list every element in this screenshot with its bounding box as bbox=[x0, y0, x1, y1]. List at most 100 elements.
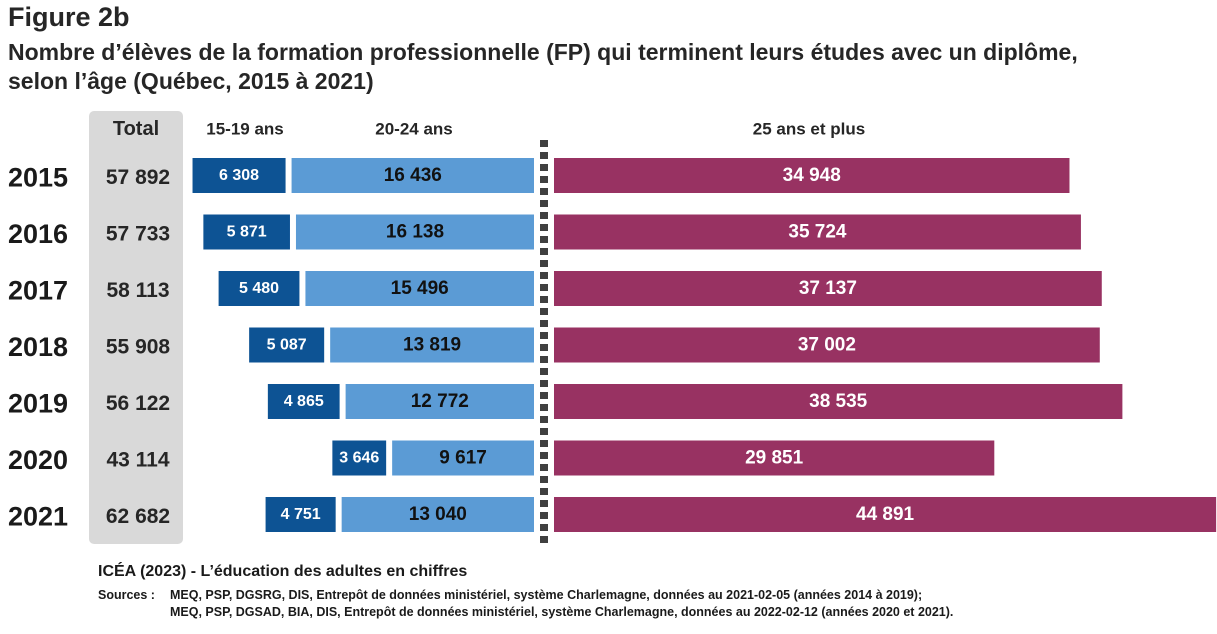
bar-15-19 bbox=[203, 214, 290, 250]
bar-20-24 bbox=[330, 327, 534, 363]
divider-dot bbox=[540, 356, 548, 363]
bar-25-plus bbox=[554, 158, 1070, 193]
divider-dot bbox=[540, 500, 548, 507]
divider-dot bbox=[540, 260, 548, 267]
divider-dot bbox=[540, 296, 548, 303]
bar-label-20-24: 16 436 bbox=[384, 165, 442, 186]
year-label: 2015 bbox=[8, 163, 68, 193]
year-label: 2016 bbox=[8, 219, 68, 249]
bar-label-15-19: 4 751 bbox=[281, 506, 321, 523]
sources-label: Sources : bbox=[98, 588, 155, 602]
divider-dot bbox=[540, 224, 548, 231]
bar-label-15-19: 3 646 bbox=[339, 450, 379, 467]
bar-15-19 bbox=[249, 327, 325, 363]
bar-25-plus bbox=[554, 214, 1081, 250]
credit-line: ICÉA (2023) - L’éducation des adultes en… bbox=[98, 563, 468, 580]
bar-label-20-24: 15 496 bbox=[391, 278, 449, 299]
bar-label-20-24: 12 772 bbox=[411, 391, 469, 412]
source-line-2: MEQ, PSP, DGSAD, BIA, DIS, Entrepôt de d… bbox=[170, 605, 954, 619]
bar-20-24 bbox=[305, 271, 534, 306]
bar-label-25-plus: 34 948 bbox=[783, 165, 841, 186]
source-line-1: MEQ, PSP, DGSRG, DIS, Entrepôt de donnée… bbox=[170, 588, 923, 602]
bar-15-19 bbox=[192, 158, 286, 193]
series-header-25-plus: 25 ans et plus bbox=[753, 120, 865, 139]
total-value: 62 682 bbox=[106, 505, 170, 528]
bar-label-15-19: 5 087 bbox=[267, 337, 307, 354]
divider-dot bbox=[540, 176, 548, 183]
divider-dot bbox=[540, 464, 548, 471]
bar-label-25-plus: 37 137 bbox=[799, 278, 857, 299]
bar-20-24 bbox=[341, 497, 534, 532]
bar-20-24 bbox=[392, 440, 534, 476]
divider-dot bbox=[540, 236, 548, 243]
total-column-band bbox=[89, 111, 183, 544]
year-label: 2021 bbox=[8, 502, 68, 532]
chart-title: Nombre d’élèves de la formation professi… bbox=[8, 39, 1078, 94]
divider-dot bbox=[540, 392, 548, 399]
year-label: 2018 bbox=[8, 332, 68, 362]
total-header: Total bbox=[113, 118, 159, 140]
bar-label-25-plus: 37 002 bbox=[798, 335, 856, 356]
divider-dot bbox=[540, 272, 548, 279]
divider-dot bbox=[540, 476, 548, 483]
divider-dot bbox=[540, 524, 548, 531]
bar-label-25-plus: 29 851 bbox=[745, 448, 804, 469]
divider-dot bbox=[540, 368, 548, 375]
divider-dot bbox=[540, 380, 548, 387]
total-value: 55 908 bbox=[106, 336, 171, 359]
figure-label: Figure 2b bbox=[8, 2, 130, 32]
bar-15-19 bbox=[265, 497, 336, 532]
divider-dot bbox=[540, 428, 548, 435]
total-value: 57 892 bbox=[106, 166, 170, 189]
year-label: 2019 bbox=[8, 389, 68, 419]
bar-25-plus bbox=[554, 497, 1217, 532]
divider-dot bbox=[540, 164, 548, 171]
divider-dot bbox=[540, 536, 548, 543]
divider-dot bbox=[540, 284, 548, 291]
bar-25-plus bbox=[554, 384, 1123, 419]
bar-25-plus bbox=[554, 440, 995, 476]
divider-dot bbox=[540, 200, 548, 207]
bar-label-20-24: 13 819 bbox=[403, 335, 461, 356]
divider-dot bbox=[540, 308, 548, 315]
divider-dot bbox=[540, 140, 548, 147]
divider-dot bbox=[540, 404, 548, 411]
bar-20-24 bbox=[295, 214, 534, 250]
divider-dot bbox=[540, 188, 548, 195]
bar-label-20-24: 13 040 bbox=[409, 504, 467, 525]
bar-15-19 bbox=[332, 440, 387, 476]
total-value: 58 113 bbox=[106, 279, 169, 302]
bar-label-20-24: 9 617 bbox=[439, 448, 487, 469]
bar-25-plus bbox=[554, 271, 1102, 306]
divider-dot bbox=[540, 512, 548, 519]
divider-dot bbox=[540, 332, 548, 339]
divider-dot bbox=[540, 440, 548, 447]
bar-label-15-19: 5 871 bbox=[227, 224, 267, 241]
series-header-20-24: 20-24 ans bbox=[375, 120, 453, 139]
divider-dot bbox=[540, 320, 548, 327]
year-label: 2020 bbox=[8, 445, 68, 475]
bar-20-24 bbox=[345, 384, 534, 419]
divider-dot bbox=[540, 212, 548, 219]
total-value: 57 733 bbox=[106, 223, 170, 246]
divider-dot bbox=[540, 344, 548, 351]
bar-20-24 bbox=[291, 158, 534, 193]
bar-15-19 bbox=[218, 271, 300, 306]
divider-dot bbox=[540, 152, 548, 159]
bar-label-25-plus: 44 891 bbox=[856, 504, 915, 525]
bar-label-15-19: 5 480 bbox=[239, 280, 279, 297]
divider-dot bbox=[540, 488, 548, 495]
year-label: 2017 bbox=[8, 276, 68, 306]
bar-label-25-plus: 35 724 bbox=[788, 222, 847, 243]
bar-label-15-19: 6 308 bbox=[219, 167, 259, 184]
divider-dot bbox=[540, 416, 548, 423]
bar-15-19 bbox=[267, 384, 340, 419]
series-header-15-19: 15-19 ans bbox=[206, 120, 284, 139]
bar-25-plus bbox=[554, 327, 1100, 363]
bar-label-25-plus: 38 535 bbox=[809, 391, 868, 412]
total-value: 56 122 bbox=[106, 392, 170, 415]
divider-dot bbox=[540, 248, 548, 255]
bar-label-20-24: 16 138 bbox=[386, 222, 444, 243]
divider-dot bbox=[540, 452, 548, 459]
